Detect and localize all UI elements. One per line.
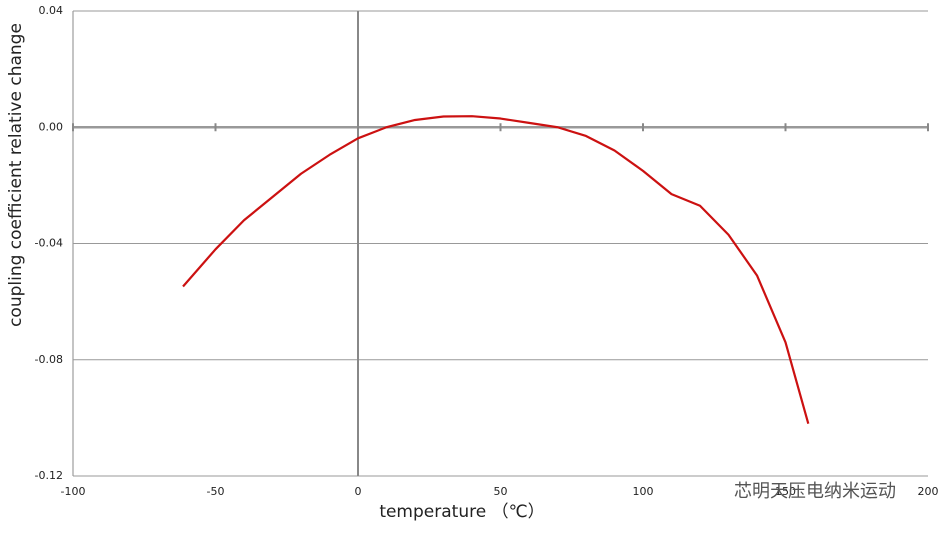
- y-tick-label: -0.04: [35, 237, 63, 250]
- x-tick-label: 0: [355, 485, 362, 498]
- y-tick-label: 0.00: [39, 120, 64, 133]
- watermark: 芯明天压电纳米运动: [734, 481, 896, 502]
- line-series: [182, 115, 810, 424]
- x-tick-label: 50: [494, 485, 508, 498]
- y-axis-title: coupling coefficient relative change: [6, 23, 26, 327]
- x-tick-label: -100: [61, 485, 86, 498]
- y-tick-label: -0.08: [35, 353, 63, 366]
- y-tick-label: -0.12: [35, 469, 63, 482]
- y-tick-label: 0.04: [39, 4, 64, 17]
- x-tick-label: 100: [633, 485, 654, 498]
- x-tick-label: 150: [775, 485, 796, 498]
- x-tick-label: -50: [207, 485, 225, 498]
- x-axis-title: temperature （℃）: [379, 502, 544, 522]
- x-tick-label: 200: [918, 485, 939, 498]
